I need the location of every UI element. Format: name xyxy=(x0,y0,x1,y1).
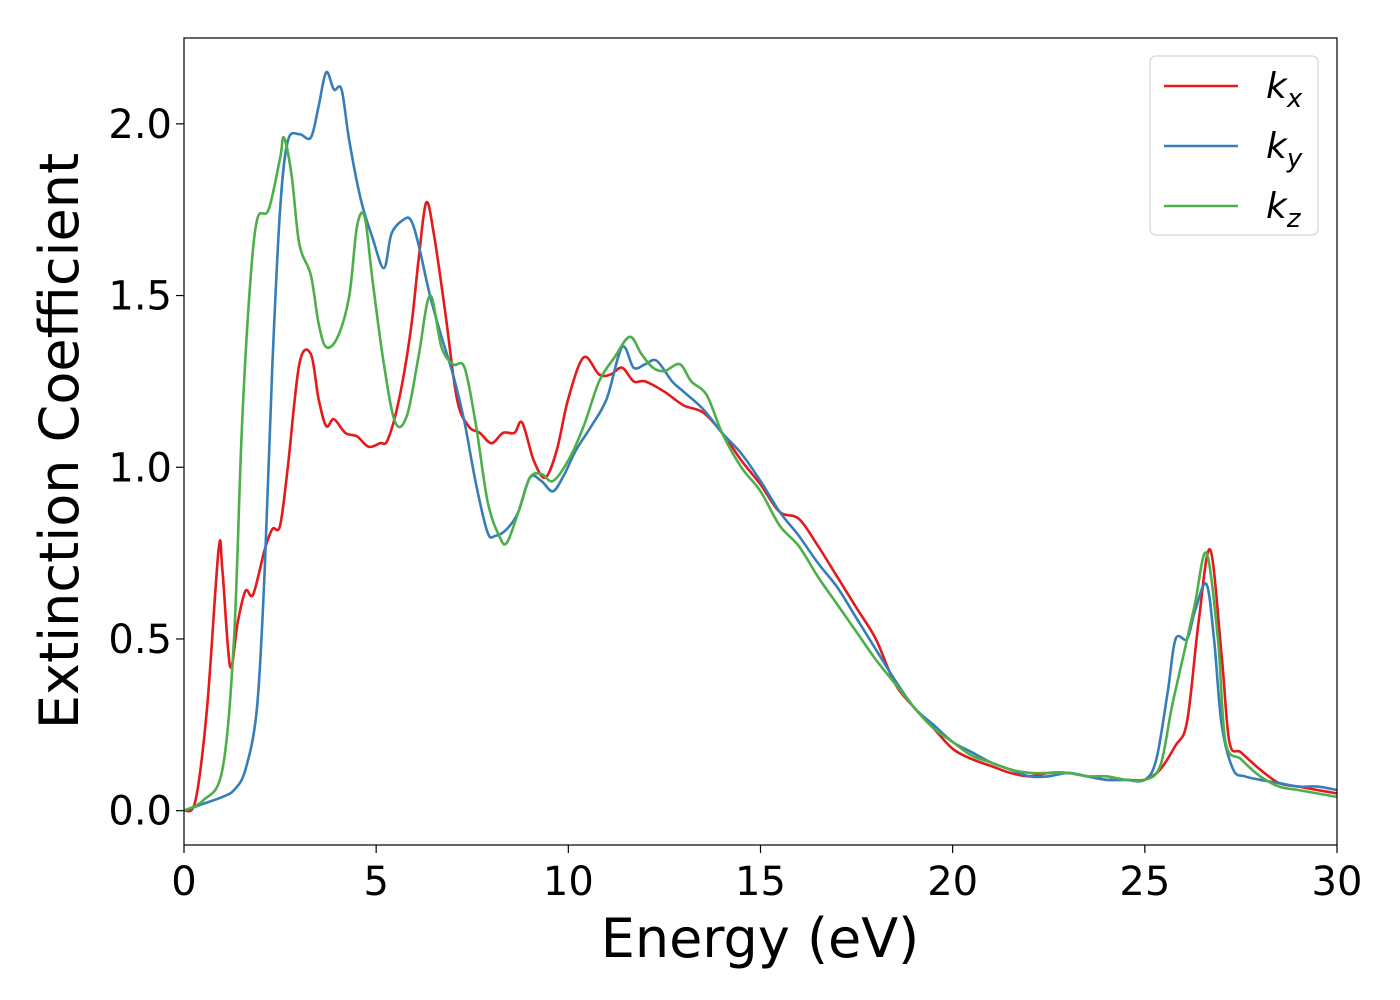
series-line-kz xyxy=(183,135,1338,812)
y-tick-label: 1.5 xyxy=(108,274,172,320)
y-axis: 0.0 0.5 1.0 1.5 2.0 xyxy=(108,102,184,835)
y-tick-label: 2.0 xyxy=(108,102,172,148)
series-line-ky xyxy=(183,70,1338,812)
y-tick-label: 0.0 xyxy=(108,789,172,835)
x-tick-label: 15 xyxy=(735,859,786,905)
x-tick-label: 25 xyxy=(1119,859,1170,905)
x-tick-label: 30 xyxy=(1312,859,1363,905)
x-tick-label: 5 xyxy=(363,859,388,905)
x-tick-label: 0 xyxy=(171,859,196,905)
legend-label-kx: kx xyxy=(1266,66,1303,114)
legend: kx ky kz xyxy=(1149,55,1319,236)
x-axis-title: Energy (eV) xyxy=(601,907,920,970)
y-tick-label: 0.5 xyxy=(108,617,172,663)
x-tick-label: 10 xyxy=(543,859,594,905)
x-tick-label: 20 xyxy=(927,859,978,905)
x-axis: 0 5 10 15 20 25 30 xyxy=(171,845,1362,905)
legend-label-kz: kz xyxy=(1266,186,1302,234)
legend-label-ky: ky xyxy=(1266,126,1303,174)
plot-lines xyxy=(183,70,1338,813)
y-axis-title: Extinction Coefficient xyxy=(28,153,91,729)
y-tick-label: 1.0 xyxy=(108,445,172,491)
